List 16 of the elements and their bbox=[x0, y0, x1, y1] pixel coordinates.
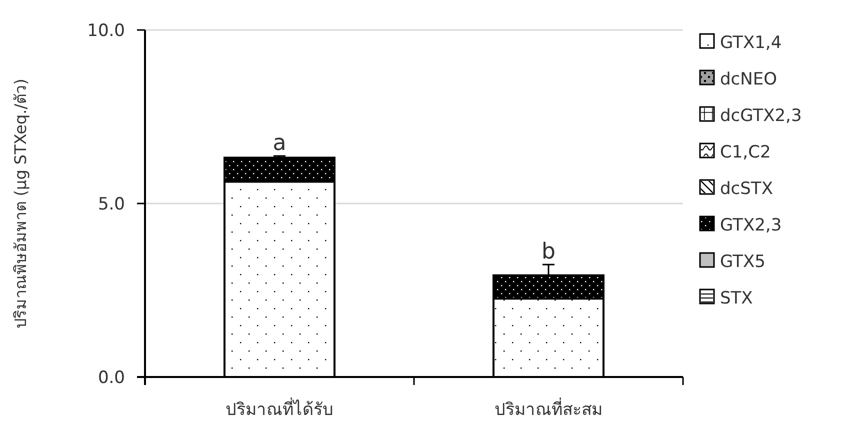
legend-label: dcNEO bbox=[720, 70, 777, 90]
legend-label: GTX2,3 bbox=[720, 216, 782, 236]
annotation: b bbox=[542, 240, 556, 265]
y-tick-label: 10.0 bbox=[87, 21, 125, 41]
annotation: a bbox=[272, 130, 286, 156]
legend-label: dcSTX bbox=[720, 179, 774, 199]
y-tick-label: 0.0 bbox=[98, 368, 125, 388]
x-tick-label: ปริมาณที่สะสม bbox=[494, 397, 602, 420]
legend-label: GTX5 bbox=[720, 252, 766, 272]
y-axis-title: ปริมาณพิษอัมพาต (µg STXeq./ตัว) bbox=[11, 78, 30, 328]
legend-label: GTX1,4 bbox=[720, 33, 782, 53]
x-tick-label: ปริมาณที่ได้รับ bbox=[226, 397, 334, 420]
legend-label: STX bbox=[720, 288, 754, 308]
y-tick-label: 5.0 bbox=[98, 194, 125, 214]
legend-label: C1,C2 bbox=[720, 142, 771, 162]
legend-label: dcGTX2,3 bbox=[720, 106, 802, 126]
